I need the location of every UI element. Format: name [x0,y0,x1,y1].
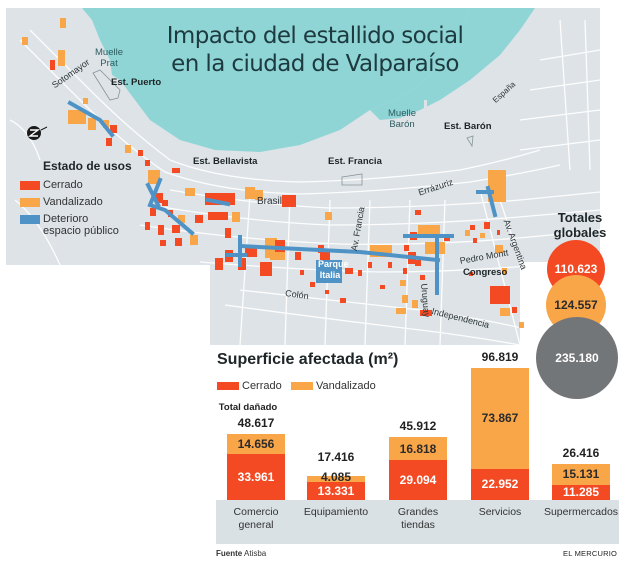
legend-item-deterioro: Deterioro espacio público [20,213,119,237]
legend-item-cerrado: Cerrado [20,179,83,191]
bar-total-supermercados: 26.416 [562,445,600,460]
total-cerrado-value: 110.623 [554,262,598,276]
est-baron-building [466,135,474,148]
bar-segment-vandalizado-grandes-tiendas: 16.818 [389,437,447,461]
muelle-prat-text: Muelle Prat [95,47,123,69]
est-baron-label: Est. Barón [444,121,492,132]
est-francia-building [341,173,363,186]
bar-segment-vandalizado-supermercados: 15.131 [552,463,610,485]
page-title: Impacto del estallido social en la ciuda… [150,22,480,78]
title-line-1: Impacto del estallido social [166,23,464,49]
total-danado-label: Total dañado [218,402,278,413]
legend-title: Estado de usos [43,159,132,173]
est-francia-label: Est. Francia [328,156,382,167]
source-value: Atisba [244,549,267,558]
total-vandalizado-value: 124.557 [554,298,598,312]
map-water-bay [82,8,470,152]
muelle-baron-label: Muelle Barón [388,108,416,130]
bar-segment-cerrado-comercio-general: 33.961 [227,453,285,500]
bar-total-servicios: 96.819 [481,350,519,364]
source-label: Fuente [216,549,243,558]
legend-label-vandalizado: Vandalizado [43,196,103,208]
muelle-baron-pier [424,100,427,142]
chart-legend-swatch-cerrado [217,382,239,390]
muelle-prat-label: Muelle Prat [95,47,123,69]
legend-swatch-deterioro [20,215,40,224]
bar-segment-cerrado-equipamiento: 13.331 [307,481,365,500]
vandalizado-blocks [22,18,524,328]
chart-legend-vandalizado: Vandalizado [291,380,376,392]
totales-globales-title: Totales globales [547,210,613,240]
parque-italia-label: Parque Italia [318,259,349,280]
bar-total-equipamiento: 17.416 [317,450,355,465]
legend-label-deterioro: Deterioro espacio público [43,213,119,237]
bar-segment-cerrado-grandes-tiendas: 29.094 [389,460,447,500]
category-label-grandes-tiendas: Grandes tiendas [397,506,439,531]
bar-total-grandes-tiendas: 45.912 [399,419,437,434]
map-water-east [370,8,535,120]
total-global-bubble: 235.180 [536,317,618,399]
chart-legend-label-cerrado: Cerrado [242,380,282,392]
category-label-supermercados: Supermercados [543,506,619,518]
bar-segment-vandalizado-comercio-general: 14.656 [227,433,285,454]
street-grid [9,19,601,346]
chart-legend-label-vandalizado: Vandalizado [316,380,376,392]
total-global-value: 235.180 [555,351,599,365]
parque-italia-block [316,260,342,283]
category-label-servicios: Servicios [478,506,522,518]
bar-segment-vandalizado-equipamiento: 4.085 [307,471,365,482]
source-note: Fuente Atisba [216,549,266,558]
street-congreso: Congreso [463,267,508,278]
chart-legend-cerrado: Cerrado [217,380,282,392]
bar-segment-cerrado-supermercados: 11.285 [552,484,610,500]
bar-segment-vandalizado-servicios: 73.867 [471,368,529,469]
est-puerto-building [92,69,121,101]
chart-axis-band [216,500,619,544]
chart-title: Superficie afectada (m²) [217,351,399,368]
publisher-brand: EL MERCURIO [563,549,618,558]
legend-swatch-vandalizado [20,198,40,207]
deterioro-lines [67,100,498,295]
chart-legend-swatch-vandalizado [291,382,313,390]
legend-item-vandalizado: Vandalizado [20,196,103,208]
bar-total-comercio-general: 48.617 [237,415,275,430]
sidebar-crop-white [6,265,210,569]
est-bellavista-label: Est. Bellavista [193,156,258,167]
bar-segment-cerrado-servicios: 22.952 [471,468,529,500]
est-puerto-label: Est. Puerto [111,77,162,88]
north-arrow-icon [27,126,48,140]
legend-swatch-cerrado [20,181,40,190]
street-brasil: Brasil [257,196,283,207]
muelle-baron-text: Muelle Barón [388,108,416,130]
title-line-2: en la ciudad de Valparaíso [171,51,459,77]
category-label-equipamiento: Equipamiento [303,506,369,518]
category-label-comercio-general: Comercio general [233,506,279,531]
legend-label-cerrado: Cerrado [43,179,83,191]
totales-globales-text: Totales globales [553,210,607,240]
